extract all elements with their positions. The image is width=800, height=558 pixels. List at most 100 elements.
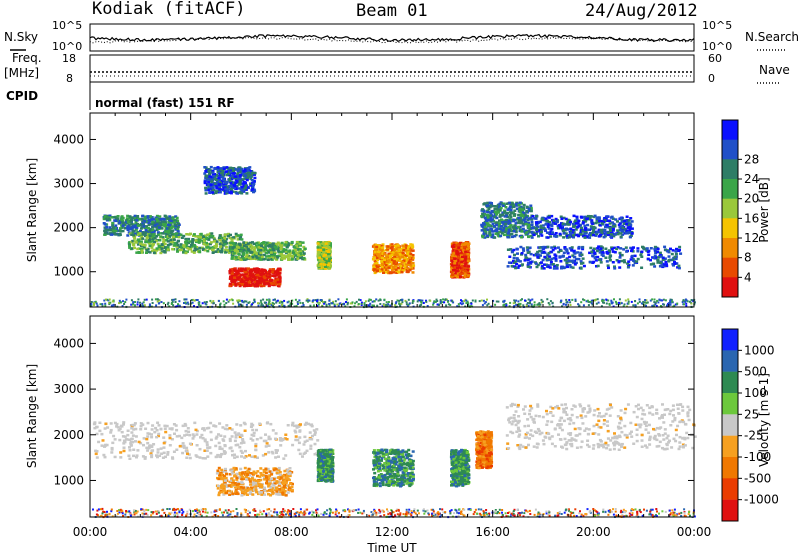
data-cell xyxy=(245,256,248,259)
data-cell xyxy=(628,219,631,222)
data-cell xyxy=(543,256,546,258)
data-cell xyxy=(522,247,525,250)
data-cell xyxy=(207,181,210,184)
data-cell xyxy=(253,177,256,180)
data-cell xyxy=(613,267,616,270)
data-cell xyxy=(637,258,640,261)
data-cell xyxy=(176,250,179,253)
data-cell xyxy=(224,243,227,246)
data-cell xyxy=(223,168,226,171)
data-cell xyxy=(597,265,600,268)
data-cell xyxy=(629,224,632,227)
data-cell xyxy=(230,275,233,278)
data-cell xyxy=(287,259,290,262)
data-cell xyxy=(239,183,242,186)
data-cell xyxy=(161,243,164,246)
data-cell xyxy=(559,233,562,236)
data-cell xyxy=(625,300,627,302)
data-cell xyxy=(134,224,137,227)
data-cell xyxy=(501,229,504,232)
data-cell xyxy=(141,244,144,247)
data-cell xyxy=(327,264,330,267)
data-cell xyxy=(294,249,297,252)
data-cell xyxy=(326,304,328,306)
data-cell xyxy=(598,302,600,304)
data-cell xyxy=(152,243,155,246)
data-cell xyxy=(192,302,194,304)
data-cell xyxy=(517,260,520,263)
data-cell xyxy=(472,300,474,302)
data-cell xyxy=(537,253,540,256)
data-cell xyxy=(198,251,201,254)
data-cell xyxy=(557,246,560,249)
data-cell xyxy=(596,231,599,234)
data-cell xyxy=(585,218,588,221)
data-cell xyxy=(297,254,300,257)
data-cell xyxy=(137,301,139,303)
data-cell xyxy=(450,259,453,262)
data-cell xyxy=(580,260,583,263)
data-cell xyxy=(275,247,278,250)
data-cell xyxy=(530,253,533,256)
data-cell xyxy=(653,265,656,268)
data-cell xyxy=(604,257,607,260)
data-cell xyxy=(625,250,628,253)
data-cell xyxy=(535,215,538,218)
data-cell xyxy=(162,223,165,226)
data-cell xyxy=(547,258,550,261)
data-cell xyxy=(575,228,578,231)
data-cell xyxy=(495,230,498,233)
data-cell xyxy=(607,300,609,302)
noise-tick-left-top: 10^5 xyxy=(52,19,82,32)
data-cell xyxy=(627,298,629,300)
data-cell xyxy=(250,247,253,250)
data-cell xyxy=(596,250,599,253)
data-cell xyxy=(280,248,283,251)
data-cell xyxy=(528,266,531,269)
data-cell xyxy=(239,276,242,279)
data-cell xyxy=(240,234,243,237)
data-cell xyxy=(234,249,237,252)
data-cell xyxy=(663,299,665,301)
data-cell xyxy=(675,250,678,253)
data-cell xyxy=(180,234,183,237)
data-cell xyxy=(215,187,218,190)
data-cell xyxy=(537,235,540,238)
data-cell xyxy=(317,242,320,245)
data-cell xyxy=(246,304,248,306)
data-cell xyxy=(622,248,625,251)
data-cell xyxy=(162,238,165,241)
data-cell xyxy=(147,227,150,230)
data-cell xyxy=(672,249,675,252)
data-cell xyxy=(380,249,383,252)
data-cell xyxy=(601,251,604,254)
data-cell xyxy=(509,206,512,209)
data-cell xyxy=(659,252,662,255)
data-cell xyxy=(425,301,427,303)
data-cell xyxy=(409,264,412,267)
data-cell xyxy=(508,226,511,229)
data-cell xyxy=(558,224,561,227)
data-cell xyxy=(177,222,180,225)
data-cell xyxy=(458,266,461,269)
data-cell xyxy=(521,252,524,255)
data-cell xyxy=(627,260,630,263)
data-cell xyxy=(279,244,282,247)
data-cell xyxy=(104,232,107,235)
data-cell xyxy=(240,280,243,283)
data-cell xyxy=(225,190,228,193)
data-cell xyxy=(653,305,655,307)
data-cell xyxy=(264,270,267,273)
data-cell xyxy=(206,178,209,181)
data-cell xyxy=(251,179,254,182)
data-cell xyxy=(482,233,485,236)
data-cell xyxy=(137,304,139,306)
data-cell xyxy=(546,298,548,300)
data-cell xyxy=(168,224,171,227)
data-cell xyxy=(517,217,520,220)
data-cell xyxy=(494,205,497,208)
data-cell xyxy=(176,217,179,220)
data-cell xyxy=(171,248,174,251)
data-cell xyxy=(224,188,227,191)
data-cell xyxy=(406,253,409,256)
